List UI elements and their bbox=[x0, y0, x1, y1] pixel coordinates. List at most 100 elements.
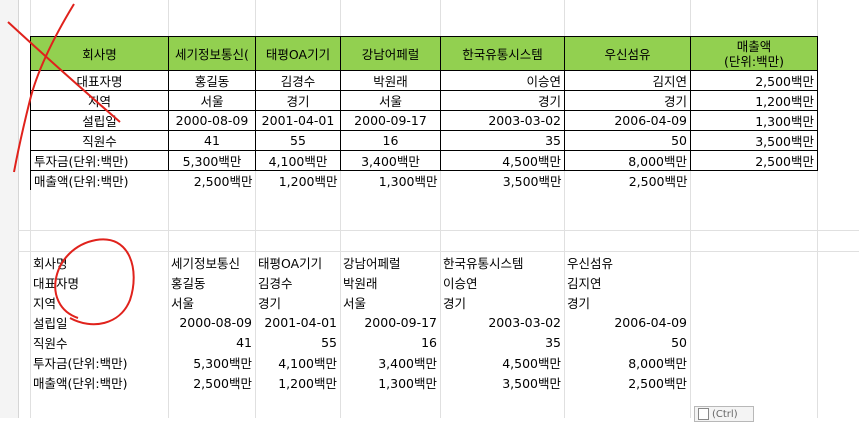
cell[interactable]: 5,300백만 bbox=[168, 150, 256, 171]
cell[interactable]: 1,200백만 bbox=[278, 375, 337, 391]
cell[interactable]: 55 bbox=[255, 130, 341, 151]
cell[interactable]: 경기 bbox=[440, 90, 565, 111]
cell[interactable]: 2,500백만 bbox=[193, 375, 252, 391]
header-cell[interactable]: 세기정보통신( bbox=[168, 36, 256, 71]
cell[interactable]: 4,500백만 bbox=[502, 355, 561, 371]
row-label-cell[interactable]: 투자금(단위:백만) bbox=[33, 355, 128, 371]
gridline bbox=[168, 0, 169, 418]
cell[interactable]: 2000-09-17 bbox=[364, 314, 437, 330]
cell[interactable]: 경기 bbox=[567, 295, 591, 311]
row-label-cell[interactable]: 지역 bbox=[30, 90, 169, 111]
cell[interactable]: 2,500백만 bbox=[690, 150, 818, 171]
cell[interactable]: 강남어페럴 bbox=[343, 255, 401, 271]
gridline bbox=[817, 0, 818, 418]
cell[interactable]: 2003-03-02 bbox=[440, 110, 565, 131]
row-label-cell[interactable]: 대표자명 bbox=[33, 275, 80, 291]
row-label-cell[interactable]: 투자금(단위:백만) bbox=[30, 150, 169, 171]
cell[interactable]: 1,200백만 bbox=[255, 170, 341, 190]
cell[interactable]: 8,000백만 bbox=[628, 355, 687, 371]
cell[interactable]: 50 bbox=[671, 334, 687, 350]
cell[interactable]: 경기 bbox=[255, 90, 341, 111]
cell[interactable]: 4,100백만 bbox=[278, 355, 337, 371]
cell[interactable]: 35 bbox=[545, 334, 561, 350]
cell[interactable]: 2000-08-09 bbox=[168, 110, 256, 131]
cell[interactable]: 35 bbox=[440, 130, 565, 151]
cell[interactable]: 한국유통시스템 bbox=[443, 255, 524, 271]
row-label-cell[interactable]: 설립일 bbox=[30, 110, 169, 131]
cell[interactable]: 1,200백만 bbox=[690, 90, 818, 111]
table-row: 대표자명 홍길동 김경수 박원래 이승연 김지연 2,500백만 bbox=[30, 70, 818, 91]
cell[interactable]: 박원래 bbox=[340, 70, 441, 91]
cell[interactable]: 50 bbox=[564, 130, 691, 151]
row-label-cell[interactable]: 직원수 bbox=[33, 335, 68, 351]
paste-options-button[interactable]: (Ctrl) bbox=[694, 406, 754, 422]
header-cell-sales[interactable]: 매출액 (단위:백만) bbox=[690, 36, 818, 71]
cell[interactable]: 서울 bbox=[171, 295, 195, 311]
cell[interactable]: 5,300백만 bbox=[193, 355, 252, 371]
cell[interactable]: 2006-04-09 bbox=[614, 314, 687, 330]
header-cell[interactable]: 회사명 bbox=[30, 36, 169, 71]
cell[interactable]: 2003-03-02 bbox=[488, 314, 561, 330]
row-label-cell[interactable]: 매출액(단위:백만) bbox=[30, 170, 169, 190]
cell[interactable]: 홍길동 bbox=[171, 275, 206, 291]
cell[interactable]: 세기정보통신 bbox=[171, 255, 241, 271]
row-label-cell[interactable]: 대표자명 bbox=[30, 70, 169, 91]
cell[interactable]: 이승연 bbox=[443, 275, 478, 291]
cell[interactable]: 2000-08-09 bbox=[179, 314, 252, 330]
cell[interactable]: 2001-04-01 bbox=[255, 110, 341, 131]
cell[interactable]: 3,500백만 bbox=[502, 375, 561, 391]
cell[interactable]: 16 bbox=[340, 130, 441, 151]
cell[interactable] bbox=[690, 170, 818, 190]
row-label-cell[interactable]: 지역 bbox=[33, 295, 57, 311]
cell[interactable]: 서울 bbox=[340, 90, 441, 111]
header-cell[interactable]: 강남어페럴 bbox=[340, 36, 441, 71]
cell[interactable]: 경기 bbox=[443, 295, 467, 311]
cell[interactable]: 이승연 bbox=[440, 70, 565, 91]
paste-options-label: (Ctrl) bbox=[712, 408, 738, 420]
cell[interactable]: 김경수 bbox=[255, 70, 341, 91]
cell[interactable]: 2000-09-17 bbox=[340, 110, 441, 131]
row-label-cell[interactable]: 회사명 bbox=[33, 255, 68, 271]
header-cell[interactable]: 한국유통시스템 bbox=[440, 36, 565, 71]
cell[interactable]: 2,500백만 bbox=[690, 70, 818, 91]
cell[interactable]: 41 bbox=[236, 334, 252, 350]
cell[interactable]: 경기 bbox=[258, 295, 282, 311]
cell[interactable]: 4,100백만 bbox=[255, 150, 341, 171]
cell[interactable]: 김지연 bbox=[567, 275, 602, 291]
cell[interactable]: 서울 bbox=[168, 90, 256, 111]
cell[interactable]: 박원래 bbox=[343, 275, 378, 291]
cell[interactable]: 1,300백만 bbox=[340, 170, 441, 190]
cell[interactable]: 3,400백만 bbox=[340, 150, 441, 171]
header-cell[interactable]: 우신섬유 bbox=[564, 36, 691, 71]
cell[interactable]: 홍길동 bbox=[168, 70, 256, 91]
row-label-cell[interactable]: 직원수 bbox=[30, 130, 169, 151]
cell[interactable]: 2001-04-01 bbox=[264, 314, 337, 330]
cell[interactable]: 8,000백만 bbox=[564, 150, 691, 171]
cell[interactable]: 41 bbox=[168, 130, 256, 151]
cell[interactable]: 2006-04-09 bbox=[564, 110, 691, 131]
cell[interactable]: 55 bbox=[321, 334, 337, 350]
table-row: 투자금(단위:백만) 5,300백만 4,100백만 3,400백만 4,500… bbox=[30, 150, 818, 171]
header-cell[interactable]: 태평OA기기 bbox=[255, 36, 341, 71]
cell[interactable]: 2,500백만 bbox=[564, 170, 691, 190]
row-label-cell[interactable]: 설립일 bbox=[33, 315, 68, 331]
cell[interactable]: 우신섬유 bbox=[567, 255, 614, 271]
cell[interactable]: 3,400백만 bbox=[378, 355, 437, 371]
cell[interactable]: 16 bbox=[421, 334, 437, 350]
cell[interactable]: 1,300백만 bbox=[690, 110, 818, 131]
row-label-cell[interactable]: 매출액(단위:백만) bbox=[33, 375, 128, 391]
cell[interactable]: 경기 bbox=[564, 90, 691, 111]
cell[interactable]: 김지연 bbox=[564, 70, 691, 91]
cell[interactable]: 2,500백만 bbox=[628, 375, 687, 391]
cell[interactable]: 1,300백만 bbox=[378, 375, 437, 391]
cell[interactable]: 4,500백만 bbox=[440, 150, 565, 171]
table-row: 매출액(단위:백만) 2,500백만 1,200백만 1,300백만 3,500… bbox=[30, 372, 690, 392]
cell[interactable]: 2,500백만 bbox=[168, 170, 256, 190]
cell[interactable]: 3,500백만 bbox=[440, 170, 565, 190]
cell[interactable]: 김경수 bbox=[258, 275, 293, 291]
cell[interactable]: 3,500백만 bbox=[690, 130, 818, 151]
cell[interactable]: 태평OA기기 bbox=[258, 255, 323, 271]
company-table-transposed: 회사명 세기정보통신 태평OA기기 강남어페럴 한국유통시스템 우신섬유 대표자… bbox=[30, 252, 690, 392]
cell[interactable]: 서울 bbox=[343, 295, 367, 311]
